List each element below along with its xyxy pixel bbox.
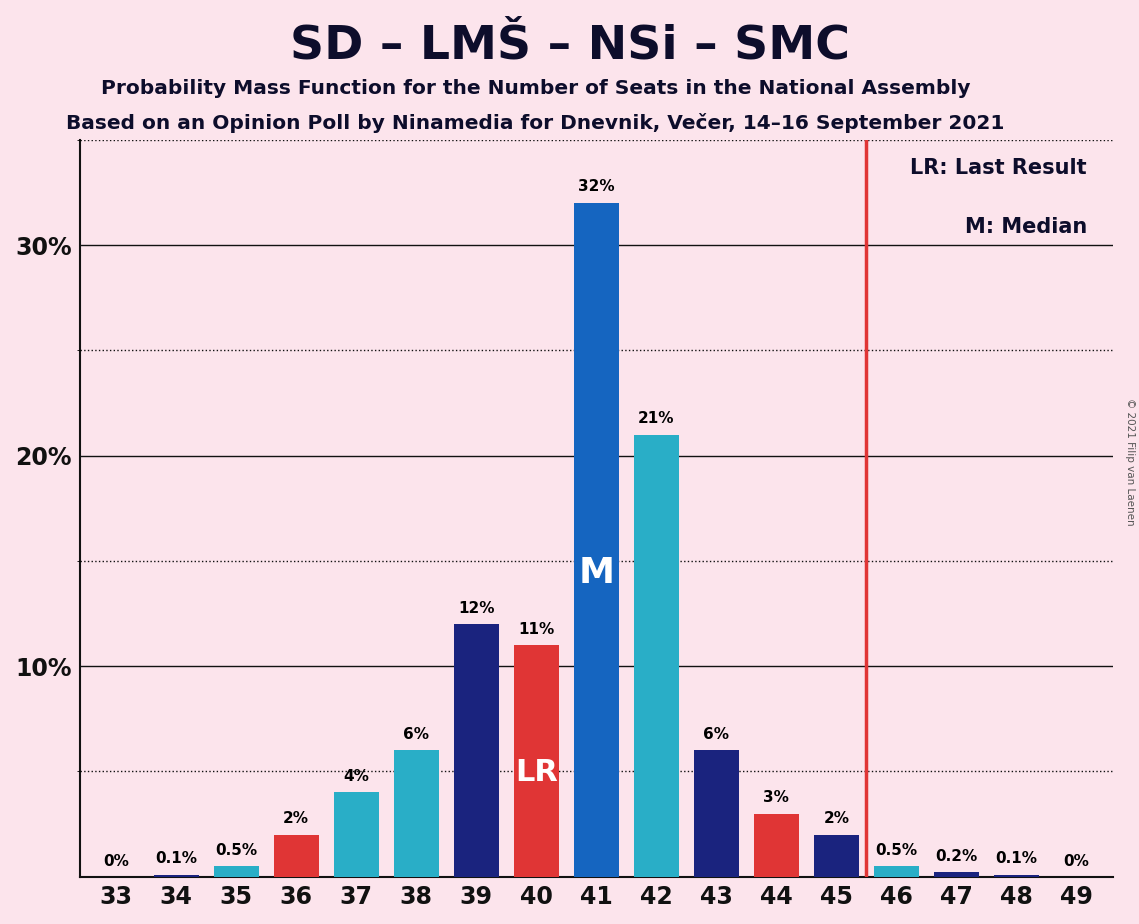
Text: © 2021 Filip van Laenen: © 2021 Filip van Laenen [1125, 398, 1134, 526]
Text: 21%: 21% [638, 411, 674, 426]
Text: 6%: 6% [403, 727, 429, 742]
Text: 0.1%: 0.1% [995, 851, 1038, 866]
Bar [994, 874, 1039, 877]
Text: 0.1%: 0.1% [155, 851, 197, 866]
Text: 0.5%: 0.5% [876, 843, 918, 857]
Text: Probability Mass Function for the Number of Seats in the National Assembly: Probability Mass Function for the Number… [100, 79, 970, 98]
Text: SD – LMŠ – NSi – SMC: SD – LMŠ – NSi – SMC [289, 23, 850, 68]
Text: 11%: 11% [518, 622, 555, 637]
Text: LR: Last Result: LR: Last Result [910, 158, 1087, 178]
Text: 3%: 3% [763, 790, 789, 805]
Bar [453, 624, 499, 877]
Text: 6%: 6% [704, 727, 729, 742]
Bar [874, 866, 919, 877]
Text: 0%: 0% [103, 855, 129, 869]
Text: 4%: 4% [343, 769, 369, 784]
Bar [633, 434, 679, 877]
Text: 12%: 12% [458, 601, 494, 615]
Text: 32%: 32% [577, 179, 615, 194]
Bar [694, 750, 739, 877]
Bar [394, 750, 439, 877]
Text: 2%: 2% [284, 811, 309, 826]
Bar [574, 203, 618, 877]
Text: 0.5%: 0.5% [215, 843, 257, 857]
Bar [514, 645, 559, 877]
Bar [754, 813, 798, 877]
Bar [814, 834, 859, 877]
Bar [154, 874, 198, 877]
Text: M: Median: M: Median [965, 217, 1087, 237]
Bar [334, 793, 378, 877]
Text: LR: LR [515, 758, 558, 787]
Bar [273, 834, 319, 877]
Text: 0.2%: 0.2% [935, 849, 977, 864]
Text: 2%: 2% [823, 811, 850, 826]
Bar [213, 866, 259, 877]
Bar [934, 872, 980, 877]
Text: 0%: 0% [1064, 855, 1090, 869]
Text: M: M [579, 556, 614, 590]
Text: Based on an Opinion Poll by Ninamedia for Dnevnik, Večer, 14–16 September 2021: Based on an Opinion Poll by Ninamedia fo… [66, 113, 1005, 133]
